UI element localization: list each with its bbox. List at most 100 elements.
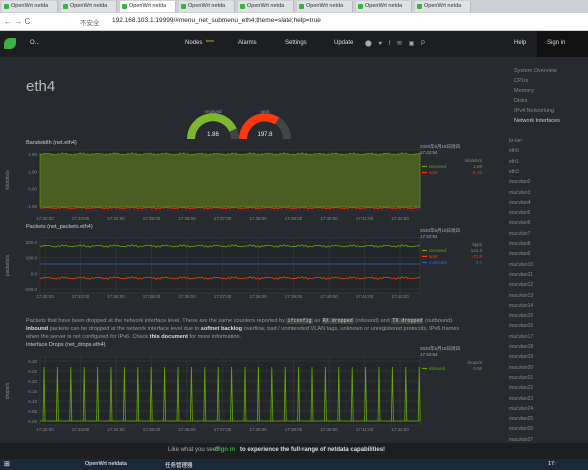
sidebar-item[interactable]: eth1	[509, 158, 519, 165]
taskbar: ⊞ OpenWrt netdata 任务管理器 17:	[0, 459, 588, 470]
brand[interactable]: O...	[30, 40, 40, 46]
task-app[interactable]: OpenWrt netdata	[85, 461, 127, 467]
tab[interactable]: OpenWrt netda	[356, 1, 412, 12]
sidebar-item[interactable]: macvlan21	[509, 374, 534, 381]
alarms[interactable]: Alarms	[238, 40, 257, 46]
sidebar-item[interactable]: macvlan16	[509, 323, 534, 330]
y-tick-label: 0.10	[28, 399, 37, 404]
tab[interactable]: OpenWrt netda	[61, 1, 117, 12]
sidebar-item[interactable]: macvlan22	[509, 385, 534, 392]
sidebar-item[interactable]: macvlan2	[509, 179, 531, 186]
x-tick-label: 17:32:00	[36, 216, 54, 221]
sidebar-item[interactable]: macvlan17	[509, 333, 534, 340]
sidebar-item[interactable]: eth0	[509, 148, 519, 155]
sidebar-item[interactable]: macvlan25	[509, 416, 534, 423]
sidebar: System Overview CPUs Memory Disks IPv4 Netwo…	[500, 57, 588, 455]
sidebar-item[interactable]: eth3	[509, 168, 519, 175]
sidebar-item[interactable]: macvlan26	[509, 426, 534, 433]
nav-buttons[interactable]: ← → C	[4, 17, 31, 26]
sidebar-item[interactable]: macvlan5	[509, 210, 531, 217]
update[interactable]: Update	[334, 40, 354, 46]
legend-name: sent	[429, 254, 438, 259]
tab[interactable]: OpenWrt netda	[2, 1, 58, 12]
y-tick-label: 0.20	[28, 379, 37, 384]
sidebar-item[interactable]: macvlan18	[509, 344, 534, 350]
url[interactable]: 192.168.103.1:19999/#menu_net_submenu_et…	[112, 17, 321, 24]
sidebar-item[interactable]: macvlan19	[509, 354, 534, 361]
sidebar-section[interactable]: IPv4 Networking	[514, 108, 555, 114]
y-label: packets/s	[5, 254, 11, 276]
sidebar-section[interactable]: System Overview	[514, 68, 557, 74]
legend-value: -71.8	[472, 254, 483, 259]
legend-name: inbound	[429, 366, 446, 371]
text: packets can be dropped at the network in…	[48, 326, 201, 332]
nodes[interactable]: Nodes	[185, 40, 203, 46]
address-bar: ← → C 不安全 192.168.103.1:19999/#menu_net_…	[0, 13, 588, 31]
x-tick-label: 17:37:00	[214, 216, 232, 221]
sidebar-item[interactable]: macvlan15	[509, 313, 534, 320]
y-tick-label: 0.15	[28, 389, 37, 394]
security: 不安全	[80, 20, 100, 27]
text: overflow, bad / unintended VLAN tags, un…	[26, 326, 460, 340]
task-app[interactable]: 任务管理器	[165, 463, 193, 469]
text: inbound	[26, 326, 49, 332]
footer-suffix: to experience the full-range of netdata …	[240, 447, 386, 453]
footer-link[interactable]: Sign in	[215, 447, 235, 453]
settings[interactable]: Settings	[285, 40, 307, 46]
sidebar-item[interactable]: macvlan23	[509, 395, 534, 402]
gauge-label: sent	[261, 109, 270, 114]
sidebar-section[interactable]: Network Interfaces	[514, 118, 560, 124]
x-tick-label: 17:41:00	[356, 427, 374, 432]
chart-title: Interface Drops (net_drops.eth4)	[26, 342, 106, 348]
x-tick-label: 17:40:00	[320, 216, 338, 221]
tab[interactable]: OpenWrt netda	[297, 1, 353, 12]
y-tick-label: 0.30	[28, 359, 37, 364]
help[interactable]: Help	[514, 40, 527, 46]
sidebar-item[interactable]: macvlan10	[509, 261, 534, 268]
sidebar-item[interactable]: macvlan6	[509, 220, 531, 227]
x-tick-label: 17:42:00	[391, 216, 409, 221]
sidebar-item[interactable]: macvlan13	[509, 292, 534, 299]
sidebar-item[interactable]: macvlan9	[509, 251, 531, 258]
sidebar-section[interactable]: Memory	[514, 88, 534, 94]
sidebar-section[interactable]: CPUs	[514, 78, 529, 84]
sidebar-item[interactable]: macvlan12	[509, 282, 534, 289]
x-tick-label: 17:37:00	[214, 294, 232, 299]
y-tick-label: 100.0	[26, 256, 38, 261]
legend-unit: kpps	[472, 242, 482, 247]
clock: 17:	[548, 461, 556, 467]
sidebar-item[interactable]: macvlan8	[509, 241, 531, 247]
tab[interactable]: OpenWrt netda	[238, 1, 294, 12]
legend-value: 0.0	[476, 260, 483, 265]
sidebar-item[interactable]: macvlan3	[509, 189, 531, 196]
signin[interactable]: Sign in	[547, 40, 566, 46]
sidebar-item[interactable]: macvlan11	[509, 271, 533, 278]
x-tick-label: 17:39:00	[285, 294, 303, 299]
y-tick-label: 0.25	[28, 369, 37, 374]
tab[interactable]: OpenWrt netda	[120, 1, 176, 12]
tab[interactable]: OpenWrt netda	[179, 1, 235, 12]
icons[interactable]: ⬤ ♥ f ✉ ▣ P	[365, 41, 425, 47]
legend-time: 17:42:54	[420, 234, 438, 239]
sidebar-item[interactable]: macvlan14	[509, 302, 534, 309]
x-tick-label: 17:34:00	[107, 294, 125, 299]
sidebar-item[interactable]: macvlan7	[509, 230, 531, 237]
sidebar-item[interactable]: macvlan27	[509, 436, 534, 443]
x-tick-label: 17:37:00	[214, 427, 232, 432]
x-tick-label: 17:36:00	[178, 216, 196, 221]
sidebar-item[interactable]: br-lan	[509, 138, 522, 144]
link[interactable]: this document	[149, 334, 188, 340]
sidebar-item[interactable]: macvlan24	[509, 405, 534, 412]
start[interactable]: ⊞	[4, 461, 10, 468]
logo	[4, 38, 16, 49]
legend-time: 17:42:54	[420, 352, 438, 357]
x-tick-label: 17:34:00	[107, 427, 125, 432]
sidebar-item[interactable]: macvlan20	[509, 364, 534, 371]
x-tick-label: 17:33:00	[72, 216, 90, 221]
page-title: eth4	[26, 78, 56, 95]
sidebar-item[interactable]: macvlan4	[509, 199, 531, 206]
tab[interactable]: OpenWrt netda	[415, 1, 471, 12]
sidebar-section[interactable]: Disks	[514, 98, 528, 104]
y-tick-label: 0.00	[28, 187, 37, 192]
trace	[40, 366, 421, 422]
